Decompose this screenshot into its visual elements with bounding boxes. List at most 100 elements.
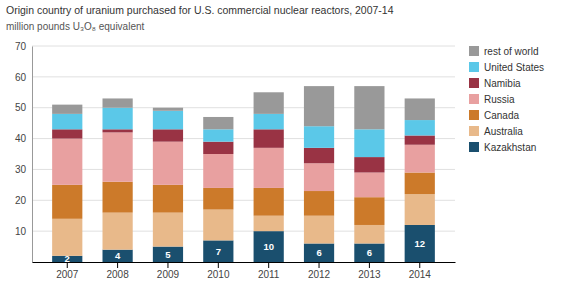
legend-label: Namibia	[484, 78, 521, 89]
chart: Origin country of uranium purchased for …	[0, 0, 573, 286]
y-axis-line	[32, 47, 33, 263]
x-tick: 2007	[56, 262, 79, 280]
x-tick-mark	[167, 262, 168, 268]
legend-swatch	[469, 62, 479, 72]
x-tick: 2012	[308, 262, 331, 280]
x-tick: 2011	[258, 262, 280, 280]
y-tick: 10	[15, 226, 32, 237]
bar	[304, 243, 334, 262]
bar	[52, 219, 82, 256]
bar	[203, 210, 233, 241]
bar	[103, 182, 133, 213]
bar	[304, 191, 334, 216]
data-label: 2	[65, 253, 70, 264]
y-tick-label: 10	[15, 226, 27, 237]
bar	[153, 108, 183, 111]
y-tick: 70	[15, 41, 32, 52]
bar	[52, 105, 82, 114]
bar	[405, 194, 435, 225]
bar	[153, 247, 183, 262]
bar	[203, 117, 233, 129]
y-tick-label: 50	[15, 102, 27, 113]
x-tick-label: 2008	[106, 269, 129, 280]
bar	[405, 98, 435, 120]
legend-swatch	[469, 126, 479, 136]
legend-label: United States	[484, 62, 544, 73]
bar	[354, 173, 384, 198]
bar	[153, 111, 183, 130]
legend-swatch	[469, 94, 479, 104]
series-4	[52, 129, 435, 172]
y-tick: 20	[15, 195, 32, 206]
bar	[103, 213, 133, 250]
y-tick: 50	[15, 102, 32, 113]
bar	[254, 231, 284, 262]
data-label: 12	[414, 238, 425, 249]
legend-label: Australia	[484, 126, 523, 137]
bar	[304, 148, 334, 163]
x-tick: 2009	[157, 262, 180, 280]
bar	[354, 225, 384, 244]
legend-item: Namibia	[469, 78, 521, 89]
bar	[153, 142, 183, 185]
data-label: 6	[316, 247, 321, 258]
bar	[254, 92, 284, 114]
bar	[52, 139, 82, 185]
legend-item: Australia	[469, 126, 523, 137]
grid-line	[32, 46, 455, 47]
series-6	[52, 86, 435, 129]
bar	[52, 129, 82, 138]
grid-line	[32, 231, 455, 232]
legend-swatch	[469, 110, 479, 120]
bar	[354, 197, 384, 225]
data-label: 5	[165, 249, 171, 260]
data-label: 7	[216, 246, 221, 257]
bar	[52, 185, 82, 219]
x-tick-label: 2007	[56, 269, 79, 280]
bar	[304, 216, 334, 244]
bar	[103, 132, 133, 181]
y-tick-label: 70	[15, 41, 27, 52]
x-tick-mark	[319, 262, 320, 268]
y-tick-label: 20	[15, 195, 27, 206]
bar	[203, 142, 233, 154]
x-tick-mark	[369, 262, 370, 268]
bar	[354, 157, 384, 172]
title: Origin country of uranium purchased for …	[6, 4, 394, 16]
grid-line	[32, 200, 455, 201]
x-tick-mark	[268, 262, 269, 268]
grid-line	[32, 138, 455, 139]
legend-item: Russia	[469, 94, 515, 105]
x-axis-line	[33, 262, 456, 263]
bar	[103, 108, 133, 130]
x-tick-label: 2009	[157, 269, 180, 280]
y-tick: 40	[15, 133, 32, 144]
x-tick: 2014	[409, 262, 432, 280]
bar	[304, 86, 334, 126]
bar	[405, 120, 435, 135]
bar	[203, 129, 233, 141]
subtitle: million pounds U₃O₈ equivalent	[6, 21, 145, 32]
bar	[203, 188, 233, 210]
bar	[103, 250, 133, 262]
legend-label: Russia	[484, 94, 515, 105]
bar	[203, 240, 233, 262]
data-labels: 2457106612	[65, 238, 425, 264]
legend-item: Canada	[469, 110, 519, 121]
bar	[254, 148, 284, 188]
bar	[254, 188, 284, 216]
legend-swatch	[469, 142, 479, 152]
legend-swatch	[469, 78, 479, 88]
x-tick: 2010	[207, 262, 230, 280]
legend-item: Kazakhstan	[469, 142, 536, 153]
x-tick: 2013	[358, 262, 381, 280]
legend: rest of world United States Namibia Russia C…	[469, 46, 544, 153]
data-label: 6	[367, 247, 372, 258]
bar	[304, 126, 334, 148]
y-axis: 10203040506070	[15, 41, 33, 263]
grid-line	[32, 107, 455, 108]
bar	[103, 129, 133, 132]
legend-label: rest of world	[484, 46, 538, 57]
bar	[153, 185, 183, 213]
bar	[405, 173, 435, 195]
